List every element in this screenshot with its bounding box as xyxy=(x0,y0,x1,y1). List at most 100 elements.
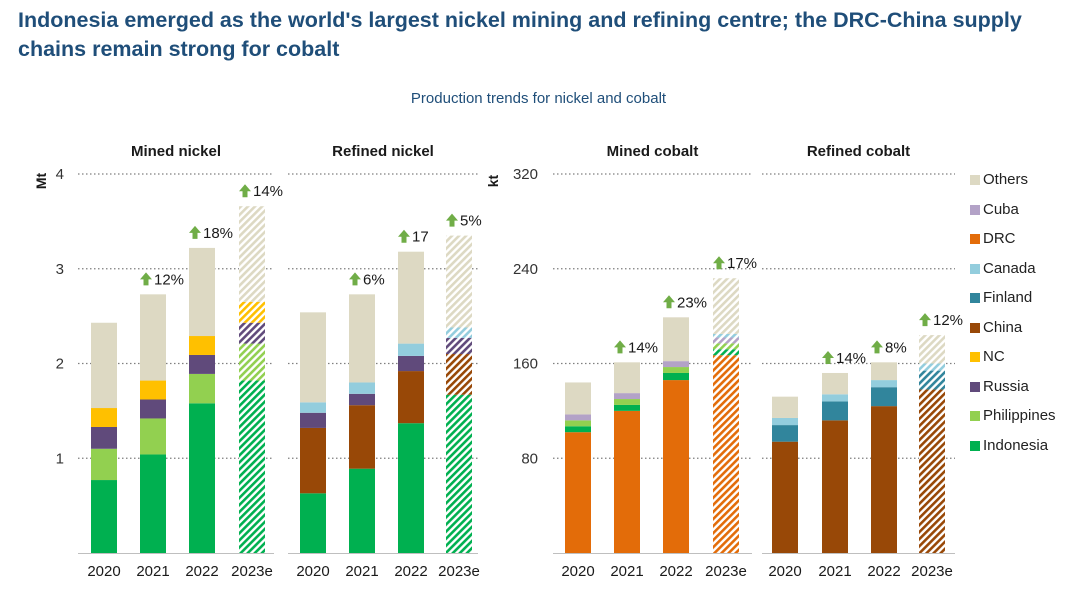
bar-segment-mined-cobalt-cuba-2023e xyxy=(713,337,739,344)
legend-swatch xyxy=(970,204,980,215)
bar-segment-mined-cobalt-drc-2022 xyxy=(663,380,689,553)
bar-segment-refined-nickel-others-2020 xyxy=(300,312,326,403)
bar-segment-mined-nickel-russia-2022 xyxy=(189,354,215,374)
y-tick-label: 2 xyxy=(56,356,64,373)
bar-segment-refined-nickel-canada-2020 xyxy=(300,402,326,413)
mined-cobalt-y-axis-label: kt xyxy=(485,174,501,187)
bar-segment-refined-nickel-russia-2022 xyxy=(398,355,424,372)
bar-segment-mined-nickel-russia-2020 xyxy=(91,426,117,449)
bar-segment-refined-nickel-indonesia-2020 xyxy=(300,493,326,553)
bar-segment-refined-cobalt-canada-2022 xyxy=(871,380,897,388)
bar-segment-mined-nickel-nc-2020 xyxy=(91,408,117,427)
x-tick-label: 2023e xyxy=(438,563,480,580)
y-tick-label: 240 xyxy=(513,261,538,278)
bar-segment-refined-cobalt-finland-2020 xyxy=(772,425,798,442)
mined-cobalt-title: Mined cobalt xyxy=(607,143,699,160)
x-tick-label: 2022 xyxy=(867,563,900,580)
legend-swatch xyxy=(970,411,980,421)
legend-label: NC xyxy=(983,348,1005,365)
mined-nickel-y-axis-label: Mt xyxy=(33,173,49,190)
bar-segment-refined-nickel-russia-2020 xyxy=(300,412,326,428)
growth-up-arrow-icon xyxy=(349,272,361,286)
growth-label: 14% xyxy=(628,339,658,356)
x-tick-label: 2020 xyxy=(768,563,801,580)
legend-label: Russia xyxy=(983,377,1029,395)
bar-segment-mined-cobalt-philippines-2020 xyxy=(565,420,591,427)
legend-label: Canada xyxy=(983,259,1036,277)
bar-segment-refined-cobalt-others-2023e xyxy=(919,335,945,364)
bar-segment-refined-cobalt-others-2020 xyxy=(772,396,798,418)
x-tick-label: 2021 xyxy=(818,563,851,580)
bar-segment-mined-cobalt-cuba-2021 xyxy=(614,393,640,400)
legend-label: DRC xyxy=(983,230,1016,247)
bar-segment-refined-nickel-russia-2023e xyxy=(446,337,472,355)
growth-up-arrow-icon xyxy=(398,229,410,243)
legend-label: Philippines xyxy=(983,407,1056,424)
legend-swatch xyxy=(970,352,980,362)
bar-segment-refined-cobalt-finland-2022 xyxy=(871,387,897,407)
x-tick-label: 2021 xyxy=(136,563,169,580)
bar-segment-refined-nickel-indonesia-2021 xyxy=(349,468,375,553)
bar-segment-mined-nickel-nc-2021 xyxy=(140,380,166,400)
bar-segment-refined-cobalt-china-2022 xyxy=(871,406,897,553)
growth-label: 17 xyxy=(412,229,429,246)
x-tick-label: 2022 xyxy=(185,563,218,580)
bar-segment-mined-cobalt-indonesia-2022 xyxy=(663,372,689,381)
bar-segment-refined-nickel-indonesia-2022 xyxy=(398,423,424,553)
bar-segment-refined-nickel-china-2023e xyxy=(446,354,472,395)
growth-up-arrow-icon xyxy=(822,350,834,364)
growth-label: 18% xyxy=(203,225,233,242)
bar-segment-mined-cobalt-philippines-2023e xyxy=(713,343,739,350)
bar-segment-mined-cobalt-indonesia-2023e xyxy=(713,349,739,356)
bar-segment-refined-cobalt-canada-2020 xyxy=(772,417,798,426)
bar-segment-mined-cobalt-cuba-2022 xyxy=(663,361,689,368)
bar-segment-mined-nickel-others-2023e xyxy=(239,206,265,302)
bar-segment-refined-cobalt-finland-2023e xyxy=(919,370,945,390)
legend-label: Cuba xyxy=(983,200,1019,218)
legend-label: Others xyxy=(983,171,1029,188)
x-tick-label: 2020 xyxy=(561,563,594,580)
legend-swatch xyxy=(970,440,980,451)
bar-segment-mined-nickel-philippines-2023e xyxy=(239,343,265,381)
bar-segment-mined-cobalt-indonesia-2020 xyxy=(565,426,591,433)
bar-segment-refined-cobalt-canada-2023e xyxy=(919,363,945,371)
bar-segment-mined-nickel-others-2021 xyxy=(140,294,166,381)
legend-swatch xyxy=(970,175,980,185)
bar-segment-refined-cobalt-canada-2021 xyxy=(822,394,848,402)
growth-label: 14% xyxy=(253,183,283,200)
bar-segment-mined-cobalt-indonesia-2021 xyxy=(614,404,640,411)
bar-segment-refined-nickel-china-2022 xyxy=(398,371,424,424)
growth-label: 6% xyxy=(363,271,385,288)
growth-label: 14% xyxy=(836,350,866,367)
x-tick-label: 2023e xyxy=(231,563,273,580)
legend-swatch xyxy=(970,234,980,244)
growth-up-arrow-icon xyxy=(663,295,675,309)
x-tick-label: 2022 xyxy=(394,563,427,580)
bar-segment-refined-nickel-canada-2023e xyxy=(446,327,472,338)
x-tick-label: 2020 xyxy=(296,563,329,580)
x-tick-label: 2021 xyxy=(610,563,643,580)
bar-segment-mined-nickel-philippines-2021 xyxy=(140,418,166,455)
y-tick-label: 4 xyxy=(56,166,64,183)
bar-segment-mined-cobalt-drc-2020 xyxy=(565,432,591,553)
bar-segment-refined-cobalt-china-2020 xyxy=(772,441,798,553)
bar-segment-mined-cobalt-philippines-2021 xyxy=(614,399,640,405)
growth-up-arrow-icon xyxy=(446,213,458,227)
chart-subtitle: Production trends for nickel and cobalt xyxy=(410,90,667,107)
bar-segment-refined-nickel-canada-2021 xyxy=(349,382,375,394)
bar-segment-refined-nickel-china-2021 xyxy=(349,405,375,469)
bar-segment-refined-nickel-russia-2021 xyxy=(349,393,375,406)
bar-segment-mined-cobalt-drc-2023e xyxy=(713,355,739,553)
bar-segment-mined-cobalt-philippines-2022 xyxy=(663,367,689,373)
bar-segment-mined-nickel-nc-2022 xyxy=(189,336,215,355)
growth-up-arrow-icon xyxy=(614,340,626,354)
growth-label: 23% xyxy=(677,294,707,311)
growth-up-arrow-icon xyxy=(713,256,725,270)
bar-segment-refined-cobalt-finland-2021 xyxy=(822,401,848,421)
legend-swatch xyxy=(970,381,980,392)
bar-segment-refined-nickel-others-2022 xyxy=(398,251,424,344)
bar-segment-mined-nickel-indonesia-2020 xyxy=(91,480,117,553)
bar-segment-mined-nickel-philippines-2020 xyxy=(91,448,117,481)
growth-label: 5% xyxy=(460,213,482,230)
